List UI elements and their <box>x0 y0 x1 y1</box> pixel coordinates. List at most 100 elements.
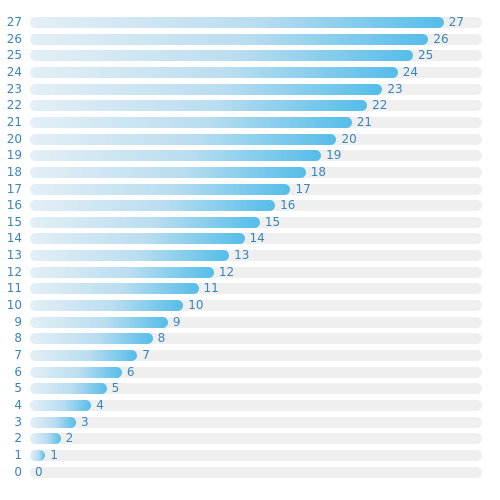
bar-row: 13 13 <box>0 248 500 262</box>
bar <box>30 416 76 428</box>
value-label: 12 <box>218 264 235 279</box>
bar-row: 16 16 <box>0 198 500 213</box>
value-label: 11 <box>203 281 219 296</box>
bar <box>30 366 122 378</box>
bar-row: 25 25 <box>0 48 500 63</box>
value-label: 9 <box>172 314 181 329</box>
value-label: 7 <box>142 348 150 362</box>
bar-row: 24 24 <box>0 64 500 79</box>
bar-track <box>30 383 482 395</box>
bar-track <box>30 233 482 245</box>
category-label: 0 <box>14 464 22 479</box>
bar-track <box>30 283 482 295</box>
category-label: 3 <box>14 414 22 429</box>
bar <box>30 116 352 128</box>
value-label: 4 <box>96 397 104 412</box>
category-label: 15 <box>6 214 22 229</box>
value-label: 1 <box>50 447 58 462</box>
bar-track <box>30 433 482 445</box>
bar <box>30 216 260 228</box>
bar <box>30 233 245 245</box>
bar <box>30 266 214 278</box>
category-label: 18 <box>6 164 22 179</box>
bar <box>30 183 291 195</box>
bar-row: 23 23 <box>0 81 500 96</box>
category-label: 19 <box>6 148 22 163</box>
bar-track <box>30 333 482 345</box>
bar <box>30 150 322 162</box>
value-label: 14 <box>249 231 265 246</box>
bar-track <box>30 300 482 312</box>
bar-row: 18 18 <box>0 164 500 179</box>
category-label: 11 <box>6 281 22 296</box>
category-label: 27 <box>6 15 22 29</box>
bar-row: 19 19 <box>0 148 500 163</box>
category-label: 4 <box>14 397 22 412</box>
bar-row: 20 20 <box>0 131 500 146</box>
value-label: 24 <box>402 64 418 79</box>
category-label: 16 <box>6 198 22 213</box>
bar-row: 11 11 <box>0 281 500 296</box>
bar-row: 22 22 <box>0 98 500 113</box>
bar <box>30 383 107 395</box>
value-label: 8 <box>157 331 166 346</box>
bar-track <box>30 316 482 328</box>
value-label: 5 <box>111 381 120 396</box>
bar-row: 14 14 <box>0 231 500 246</box>
bar <box>30 333 153 345</box>
bar <box>30 66 398 78</box>
bar-track <box>30 250 482 262</box>
category-label: 6 <box>14 364 22 379</box>
bar-track <box>30 416 482 428</box>
bar-row: 21 21 <box>0 114 500 129</box>
value-label: 0 <box>35 464 43 479</box>
value-label: 2 <box>65 431 74 446</box>
category-label: 25 <box>6 48 22 63</box>
bar-row: 27 27 <box>0 15 500 29</box>
category-label: 24 <box>6 64 22 79</box>
bar-track <box>30 366 482 378</box>
category-label: 1 <box>14 447 22 462</box>
bar <box>30 133 337 145</box>
category-label: 10 <box>6 298 22 313</box>
bar <box>30 350 138 361</box>
bar <box>30 33 429 45</box>
value-label: 20 <box>341 131 357 146</box>
bar <box>30 17 444 28</box>
value-label: 21 <box>356 114 373 129</box>
bar <box>30 200 276 212</box>
bar <box>30 449 46 461</box>
value-label: 25 <box>418 48 434 63</box>
value-label: 27 <box>448 15 464 29</box>
category-label: 7 <box>14 348 22 362</box>
category-label: 22 <box>6 98 22 113</box>
category-label: 23 <box>6 81 22 96</box>
category-label: 8 <box>14 331 22 346</box>
value-label: 22 <box>372 98 388 113</box>
bar <box>30 283 199 295</box>
value-label: 15 <box>264 214 281 229</box>
bar <box>30 100 368 112</box>
bar <box>30 50 414 62</box>
bar-row: 10 10 <box>0 298 500 313</box>
value-label: 17 <box>295 181 311 196</box>
category-label: 9 <box>14 314 22 329</box>
bar-track <box>30 399 482 411</box>
value-label: 6 <box>126 364 135 379</box>
bar <box>30 250 230 262</box>
value-label: 19 <box>326 148 342 163</box>
category-label: 14 <box>6 231 22 246</box>
bar-track <box>30 449 482 461</box>
bar-row: 26 26 <box>0 32 500 46</box>
value-label: 16 <box>280 198 296 213</box>
bar-row: 12 12 <box>0 264 500 279</box>
category-label: 5 <box>14 381 22 396</box>
value-label: 18 <box>310 164 327 179</box>
bar <box>30 433 61 445</box>
category-label: 2 <box>14 431 22 446</box>
